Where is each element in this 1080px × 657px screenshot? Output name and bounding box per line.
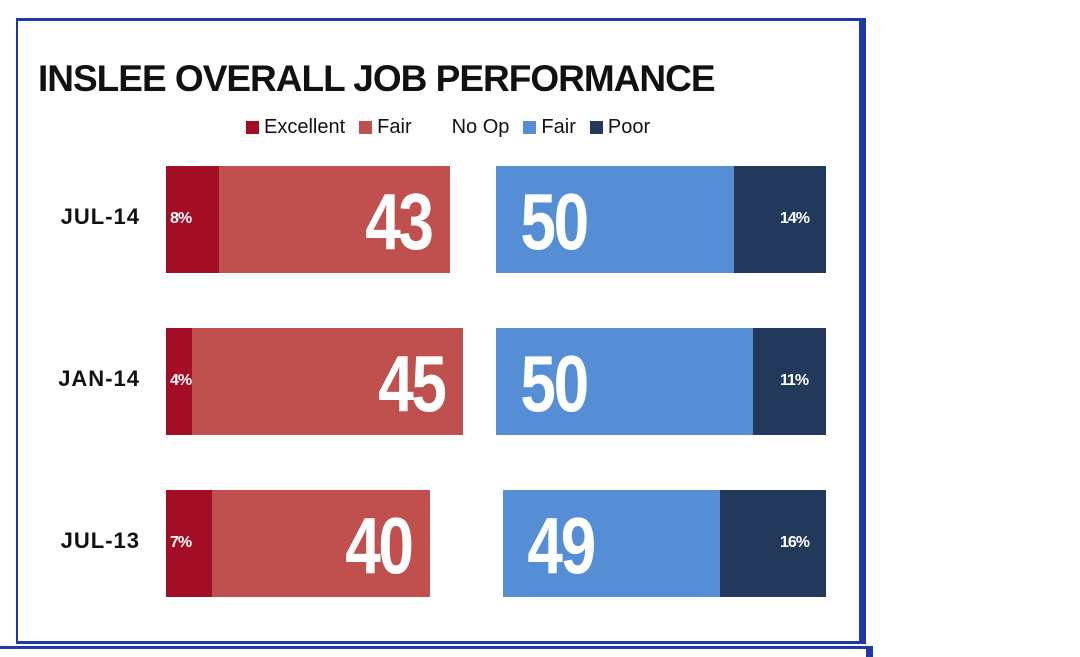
row-label: JUL-14 — [60, 204, 140, 229]
negative-total-label: 50 — [520, 339, 589, 428]
bar-excellent — [166, 490, 213, 597]
legend-swatch-fair-negative — [523, 120, 537, 134]
bar-poor — [753, 328, 826, 435]
excellent-value-label: 7% — [170, 534, 192, 551]
bar-fair-positive — [166, 328, 463, 435]
positive-total-label: 45 — [378, 339, 447, 428]
legend-item-excellent: Excellent — [246, 116, 345, 139]
bar-poor — [720, 490, 826, 597]
legend-label-fair-negative: Fair — [541, 115, 576, 138]
excellent-value-label: 4% — [170, 372, 192, 389]
legend-swatch-fair-positive — [359, 120, 373, 134]
poor-value-label: 16% — [780, 534, 810, 551]
bar-excellent — [166, 328, 193, 435]
legend-item-no-op: No Op — [452, 116, 510, 139]
frame-tail — [866, 646, 873, 657]
positive-total-label: 40 — [345, 501, 414, 590]
bar-excellent — [166, 166, 219, 273]
legend-label-no-op: No Op — [451, 115, 510, 138]
legend-label-excellent: Excellent — [264, 115, 346, 138]
legend-label-poor: Poor — [607, 115, 651, 138]
legend-item-fair-positive: Fair — [359, 115, 412, 139]
legend: Excellent Fair No Op Fair Poor — [246, 114, 664, 140]
legend-item-fair-negative: Fair — [523, 115, 576, 139]
excellent-value-label: 8% — [170, 210, 192, 227]
legend-label-fair-positive: Fair — [377, 115, 412, 138]
chart-title: INSLEE OVERALL JOB PERFORMANCE — [38, 58, 716, 99]
legend-swatch-excellent — [246, 120, 259, 134]
bar-poor — [733, 166, 826, 273]
row-label: JAN-14 — [58, 366, 140, 391]
legend-item-poor: Poor — [589, 115, 651, 139]
poor-value-label: 14% — [780, 210, 810, 227]
negative-total-label: 49 — [526, 501, 596, 590]
legend-swatch-poor — [589, 120, 603, 134]
poor-value-label: 11% — [780, 372, 809, 389]
positive-total-label: 43 — [365, 177, 434, 266]
negative-total-label: 50 — [520, 177, 589, 266]
frame-underline — [0, 646, 866, 649]
row-label: JUL-13 — [60, 528, 140, 553]
